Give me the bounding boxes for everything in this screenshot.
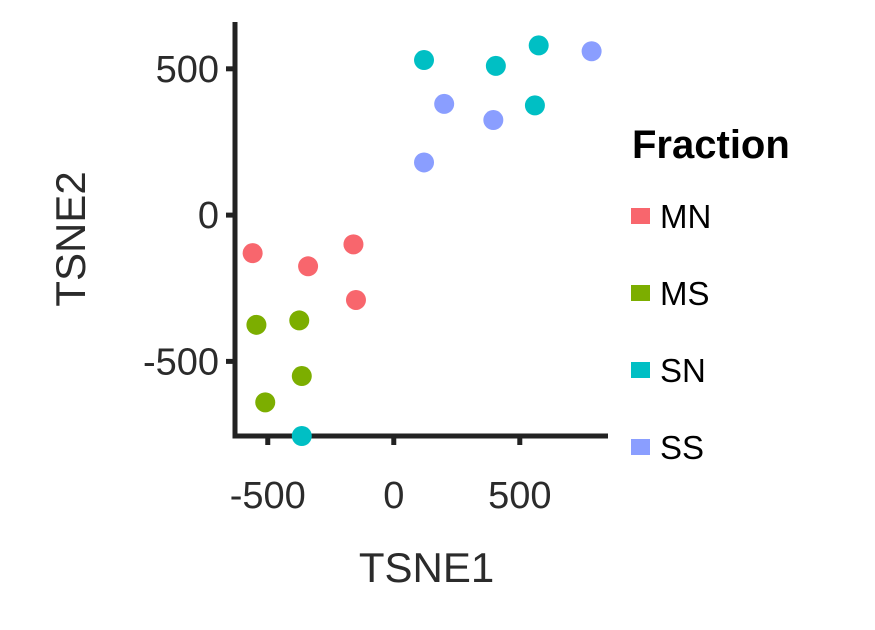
data-point-sn	[524, 95, 545, 116]
y-axis-title: TSNE2	[47, 171, 94, 306]
x-tick-label: 0	[383, 475, 404, 517]
data-point-mn	[343, 234, 364, 255]
y-ticks: 500 0 -500	[143, 49, 235, 383]
data-point-sn	[291, 426, 312, 446]
x-ticks: -500 0 500	[230, 436, 551, 517]
data-point-ms	[289, 310, 310, 331]
data-point-ss	[483, 110, 504, 131]
axis-lines	[232, 22, 608, 439]
legend-label-ss: SS	[660, 429, 704, 466]
data-point-ms	[255, 392, 276, 413]
legend-key-ms	[631, 285, 650, 301]
legend-key-mn	[631, 208, 650, 224]
legend-label-mn: MN	[660, 198, 711, 235]
legend-label-ms: MS	[660, 275, 710, 312]
data-point-sn	[485, 55, 506, 76]
x-tick-label: -500	[230, 475, 306, 517]
legend-key-sn	[631, 362, 650, 378]
data-point-ms	[246, 314, 267, 335]
data-point-mn	[298, 256, 319, 277]
legend-label-sn: SN	[660, 352, 706, 389]
data-point-ms	[291, 366, 312, 387]
data-point-sn	[414, 50, 435, 71]
y-tick-label: 0	[198, 195, 219, 237]
x-axis-title: TSNE1	[359, 544, 494, 591]
data-point-mn	[345, 289, 366, 310]
y-tick-label: 500	[156, 49, 219, 91]
axes	[232, 22, 608, 439]
legend: Fraction MN MS SN SS	[631, 123, 790, 466]
data-point-mn	[242, 243, 263, 264]
legend-key-ss	[631, 439, 650, 455]
legend-title: Fraction	[632, 123, 790, 167]
y-tick-label: -500	[143, 341, 219, 383]
data-point-ss	[581, 41, 602, 62]
data-point-ss	[434, 93, 455, 114]
data-point-sn	[528, 35, 549, 56]
data-point-ss	[414, 152, 435, 173]
x-tick-label: 500	[488, 475, 551, 517]
data-points	[242, 35, 602, 446]
